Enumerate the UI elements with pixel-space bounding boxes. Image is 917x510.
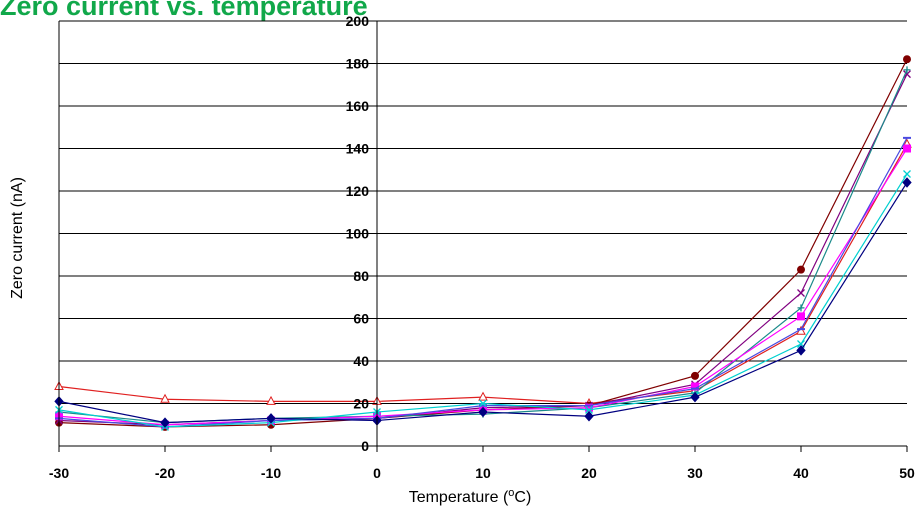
x-tick-label: 30 <box>687 465 703 481</box>
series-group <box>55 55 911 431</box>
x-tick-label: -20 <box>155 465 175 481</box>
y-tick-label: 200 <box>346 13 370 29</box>
x-tick-label: -30 <box>49 465 69 481</box>
y-axis-label: Zero current (nA) <box>9 177 26 299</box>
data-point <box>903 66 911 74</box>
data-point <box>160 417 170 428</box>
chart-title: Zero current vs. temperature <box>0 0 368 21</box>
x-tick-label: -10 <box>261 465 281 481</box>
y-tick-label: 120 <box>346 183 370 199</box>
x-tick-label: 50 <box>899 465 915 481</box>
series-line <box>58 58 908 428</box>
data-point <box>797 304 805 312</box>
x-tick-label: 20 <box>581 465 597 481</box>
y-tick-label: 40 <box>353 353 369 369</box>
series-lines <box>54 55 912 431</box>
data-point <box>160 393 170 403</box>
y-tick-label: 180 <box>346 56 370 72</box>
data-point <box>797 289 805 297</box>
series-group <box>55 136 911 428</box>
data-point <box>478 406 488 418</box>
series-group <box>54 138 912 407</box>
data-point <box>479 399 487 408</box>
series-line <box>58 143 908 405</box>
data-point <box>796 345 806 356</box>
y-tick-label: 20 <box>353 396 369 412</box>
series-group <box>55 170 911 431</box>
y-tick-label: 0 <box>361 438 369 454</box>
y-tick-label: 60 <box>353 311 369 327</box>
data-point <box>903 55 911 64</box>
data-point <box>585 405 593 414</box>
y-tick-label: 80 <box>353 268 369 284</box>
series-line <box>58 182 908 424</box>
series-line <box>58 148 908 426</box>
data-point <box>691 371 699 380</box>
axes <box>58 20 908 452</box>
y-tick-label: 160 <box>346 98 370 114</box>
data-point <box>797 265 805 274</box>
y-tick-label: 140 <box>346 141 370 157</box>
data-point <box>478 391 488 401</box>
series-group <box>55 66 911 427</box>
tick-labels: -30 -20 -10 0 10 20 30 40 50 0 20 40 60 80 100 120 140 16… <box>49 13 915 481</box>
series-line <box>58 173 908 428</box>
data-point <box>903 144 911 153</box>
series-group <box>55 144 911 429</box>
x-tick-label: 0 <box>373 465 381 481</box>
series-group <box>54 177 912 428</box>
grid-lines <box>59 20 907 404</box>
data-point <box>903 170 911 178</box>
x-axis-label: Temperature (oC) <box>409 487 532 506</box>
data-point <box>584 410 594 422</box>
x-tick-label: 40 <box>793 465 809 481</box>
series-line <box>58 69 908 424</box>
series-line <box>58 137 908 428</box>
data-point <box>797 312 805 321</box>
data-point <box>902 177 912 188</box>
x-tick-label: 10 <box>475 465 491 481</box>
data-point <box>266 413 276 424</box>
series-group <box>55 70 911 429</box>
data-point <box>690 391 700 403</box>
data-point <box>266 395 276 405</box>
series-line <box>58 73 908 426</box>
y-tick-label: 100 <box>346 226 370 242</box>
